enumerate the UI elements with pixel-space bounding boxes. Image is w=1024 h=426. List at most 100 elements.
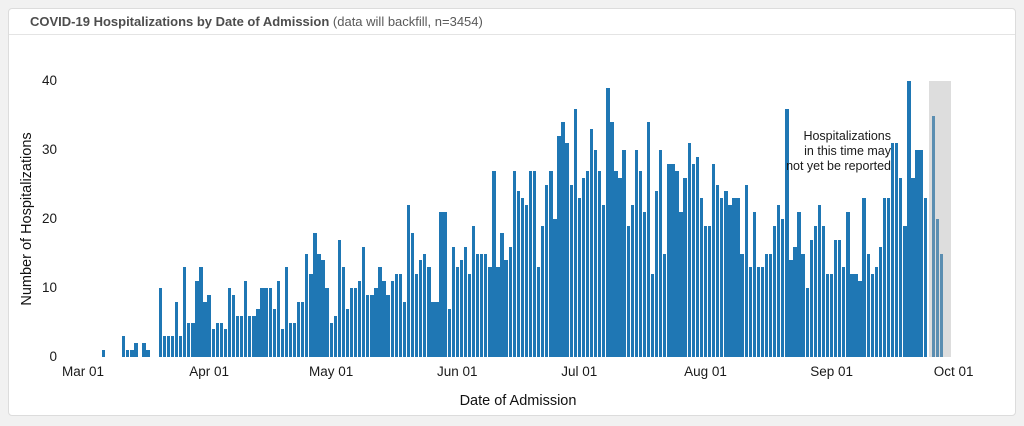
bar: [183, 267, 187, 357]
backfill-annotation-line: Hospitalizations: [803, 129, 891, 143]
bar: [935, 219, 940, 357]
bar: [846, 212, 850, 357]
y-tick-label: 40: [41, 73, 57, 88]
bar: [545, 184, 549, 357]
bar: [862, 198, 866, 357]
bar: [146, 350, 150, 357]
bar: [431, 301, 435, 357]
bar: [801, 253, 805, 357]
bar: [170, 336, 175, 357]
bar: [817, 205, 822, 357]
bar: [211, 329, 215, 357]
bar: [793, 246, 797, 357]
bar: [634, 150, 638, 357]
bar: [349, 288, 354, 357]
bar: [158, 288, 162, 357]
bar: [537, 267, 541, 357]
bar: [423, 253, 427, 357]
bar: [748, 267, 752, 357]
bar: [834, 239, 838, 357]
bar: [805, 288, 809, 357]
backfill-band: [929, 81, 951, 357]
bar: [707, 225, 712, 357]
bar: [162, 336, 167, 357]
bar: [854, 274, 858, 357]
bar: [711, 163, 716, 357]
bar: [203, 301, 207, 357]
bar: [602, 205, 606, 357]
bar: [512, 170, 516, 357]
bar: [736, 198, 740, 357]
plot-area: Hospitalizations in this time may not yet …: [81, 81, 957, 357]
bar: [703, 225, 708, 357]
bar: [919, 150, 923, 357]
bar: [907, 81, 911, 357]
bar: [878, 246, 883, 357]
bar: [528, 170, 533, 357]
bar: [435, 301, 439, 357]
x-tick-label: May 01: [309, 364, 354, 379]
backfill-annotation-line: in this time may: [804, 144, 891, 158]
y-tick-label: 30: [41, 142, 57, 157]
bar: [882, 198, 887, 357]
x-tick-label: Oct 01: [933, 364, 974, 379]
bar: [886, 198, 891, 357]
bar: [630, 205, 634, 357]
bar: [317, 253, 321, 357]
bar: [829, 274, 834, 357]
bar: [333, 315, 337, 357]
bar: [903, 225, 907, 357]
bar: [284, 267, 289, 357]
bar: [305, 253, 309, 357]
bar: [496, 267, 500, 357]
bar: [683, 177, 687, 357]
bar: [610, 122, 614, 357]
bar: [101, 350, 106, 357]
bar: [825, 274, 830, 357]
bar: [740, 253, 744, 357]
bar: [439, 212, 443, 357]
bar: [410, 232, 415, 357]
backfill-annotation-line: not yet be reported: [786, 159, 891, 173]
bar: [866, 253, 870, 357]
bar: [785, 108, 789, 357]
bar: [850, 274, 854, 357]
chart-title-note: (data will backfill, n=3454): [329, 14, 483, 29]
bar: [557, 136, 561, 357]
bar: [276, 281, 280, 357]
bar: [386, 294, 390, 357]
bar: [744, 184, 748, 357]
bar: [256, 308, 260, 357]
bar: [768, 253, 773, 357]
bar: [207, 294, 211, 357]
bar: [394, 274, 398, 357]
bar: [585, 170, 590, 357]
bar: [398, 274, 403, 357]
bar: [756, 267, 761, 357]
bar: [650, 274, 655, 357]
bar: [142, 343, 146, 357]
bar: [691, 163, 695, 357]
bar: [614, 170, 618, 357]
bar: [675, 170, 679, 357]
bar: [475, 253, 480, 357]
bar: [931, 115, 935, 357]
bar: [813, 225, 817, 357]
bar: [122, 336, 126, 357]
bar: [569, 184, 573, 357]
bar: [280, 329, 285, 357]
bar: [728, 205, 732, 357]
bar: [325, 288, 329, 357]
bar: [646, 122, 651, 357]
bar: [789, 260, 793, 357]
bar: [443, 212, 447, 357]
bar: [358, 281, 362, 357]
bar: [895, 143, 899, 357]
bar: [821, 225, 826, 357]
bar: [292, 322, 297, 357]
bar: [390, 281, 394, 357]
bar: [939, 253, 944, 357]
bar: [508, 246, 512, 357]
bar: [781, 219, 785, 357]
bar: [687, 143, 691, 357]
